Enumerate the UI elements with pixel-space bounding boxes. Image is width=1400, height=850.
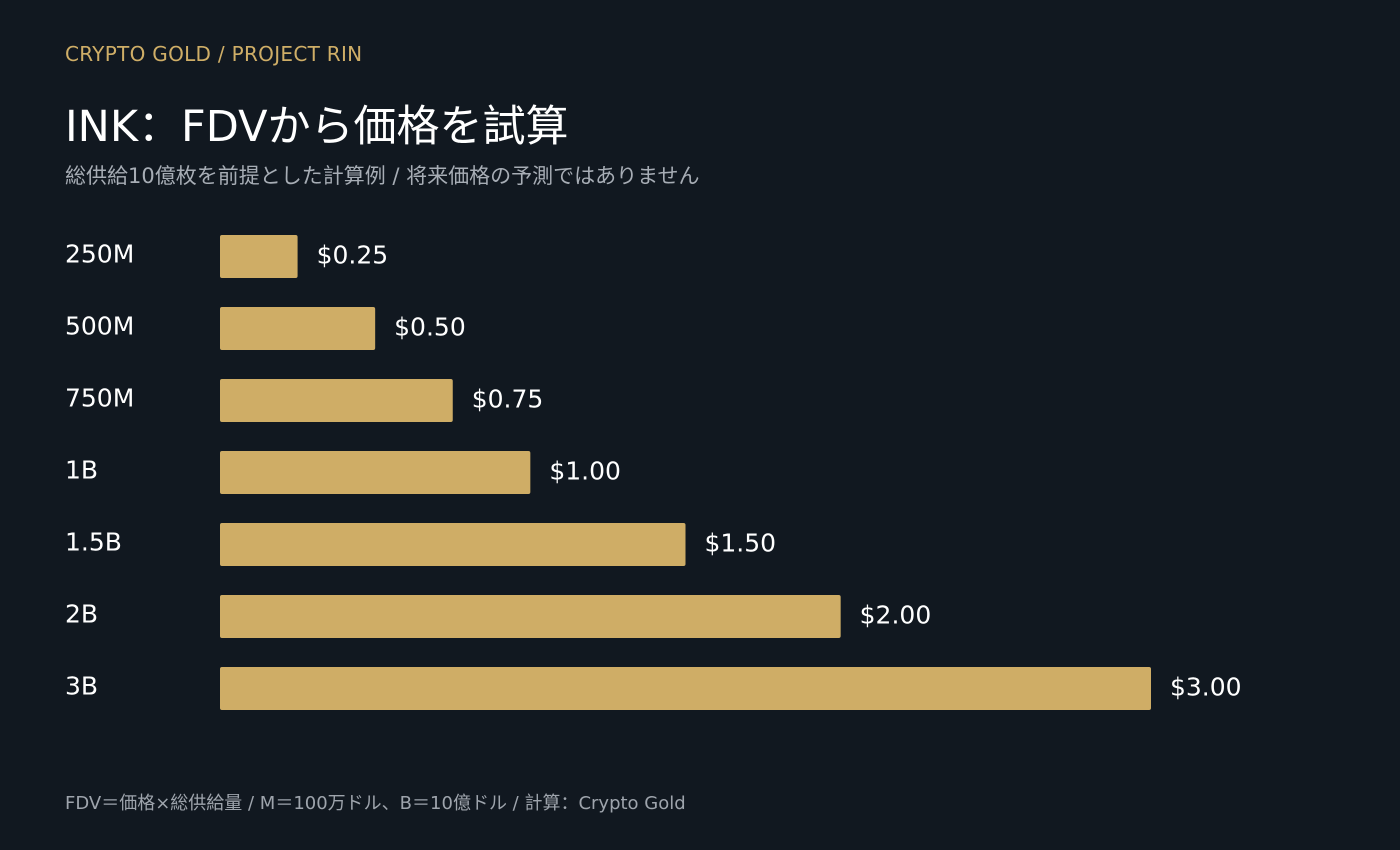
category-label: 500M <box>65 312 134 341</box>
value-label: $1.50 <box>705 529 777 558</box>
bar <box>220 667 1151 710</box>
value-label: $0.75 <box>472 385 544 414</box>
value-label: $0.50 <box>394 313 466 342</box>
value-label: $2.00 <box>860 601 932 630</box>
category-label: 2B <box>65 600 98 629</box>
value-label: $0.25 <box>317 241 389 270</box>
category-label: 1.5B <box>65 528 122 557</box>
category-label: 3B <box>65 672 98 701</box>
chart-subtitle: 総供給10億枚を前提とした計算例 / 将来価格の予測ではありません <box>65 164 700 188</box>
kicker-label: CRYPTO GOLD / PROJECT RIN <box>65 42 363 66</box>
bar <box>220 523 686 566</box>
bar <box>220 595 841 638</box>
bar <box>220 451 531 494</box>
category-label: 250M <box>65 240 134 269</box>
value-label: $1.00 <box>549 457 621 486</box>
bar <box>220 379 453 422</box>
chart-title: INK：FDVから価格を試算 <box>65 102 569 152</box>
value-label: $3.00 <box>1170 673 1242 702</box>
category-label: 750M <box>65 384 134 413</box>
bar <box>220 235 298 278</box>
bar <box>220 307 376 350</box>
footnote: FDV＝価格×総供給量 / M＝100万ドル、B＝10億ドル / 計算：Cryp… <box>65 793 686 814</box>
category-label: 1B <box>65 456 98 485</box>
